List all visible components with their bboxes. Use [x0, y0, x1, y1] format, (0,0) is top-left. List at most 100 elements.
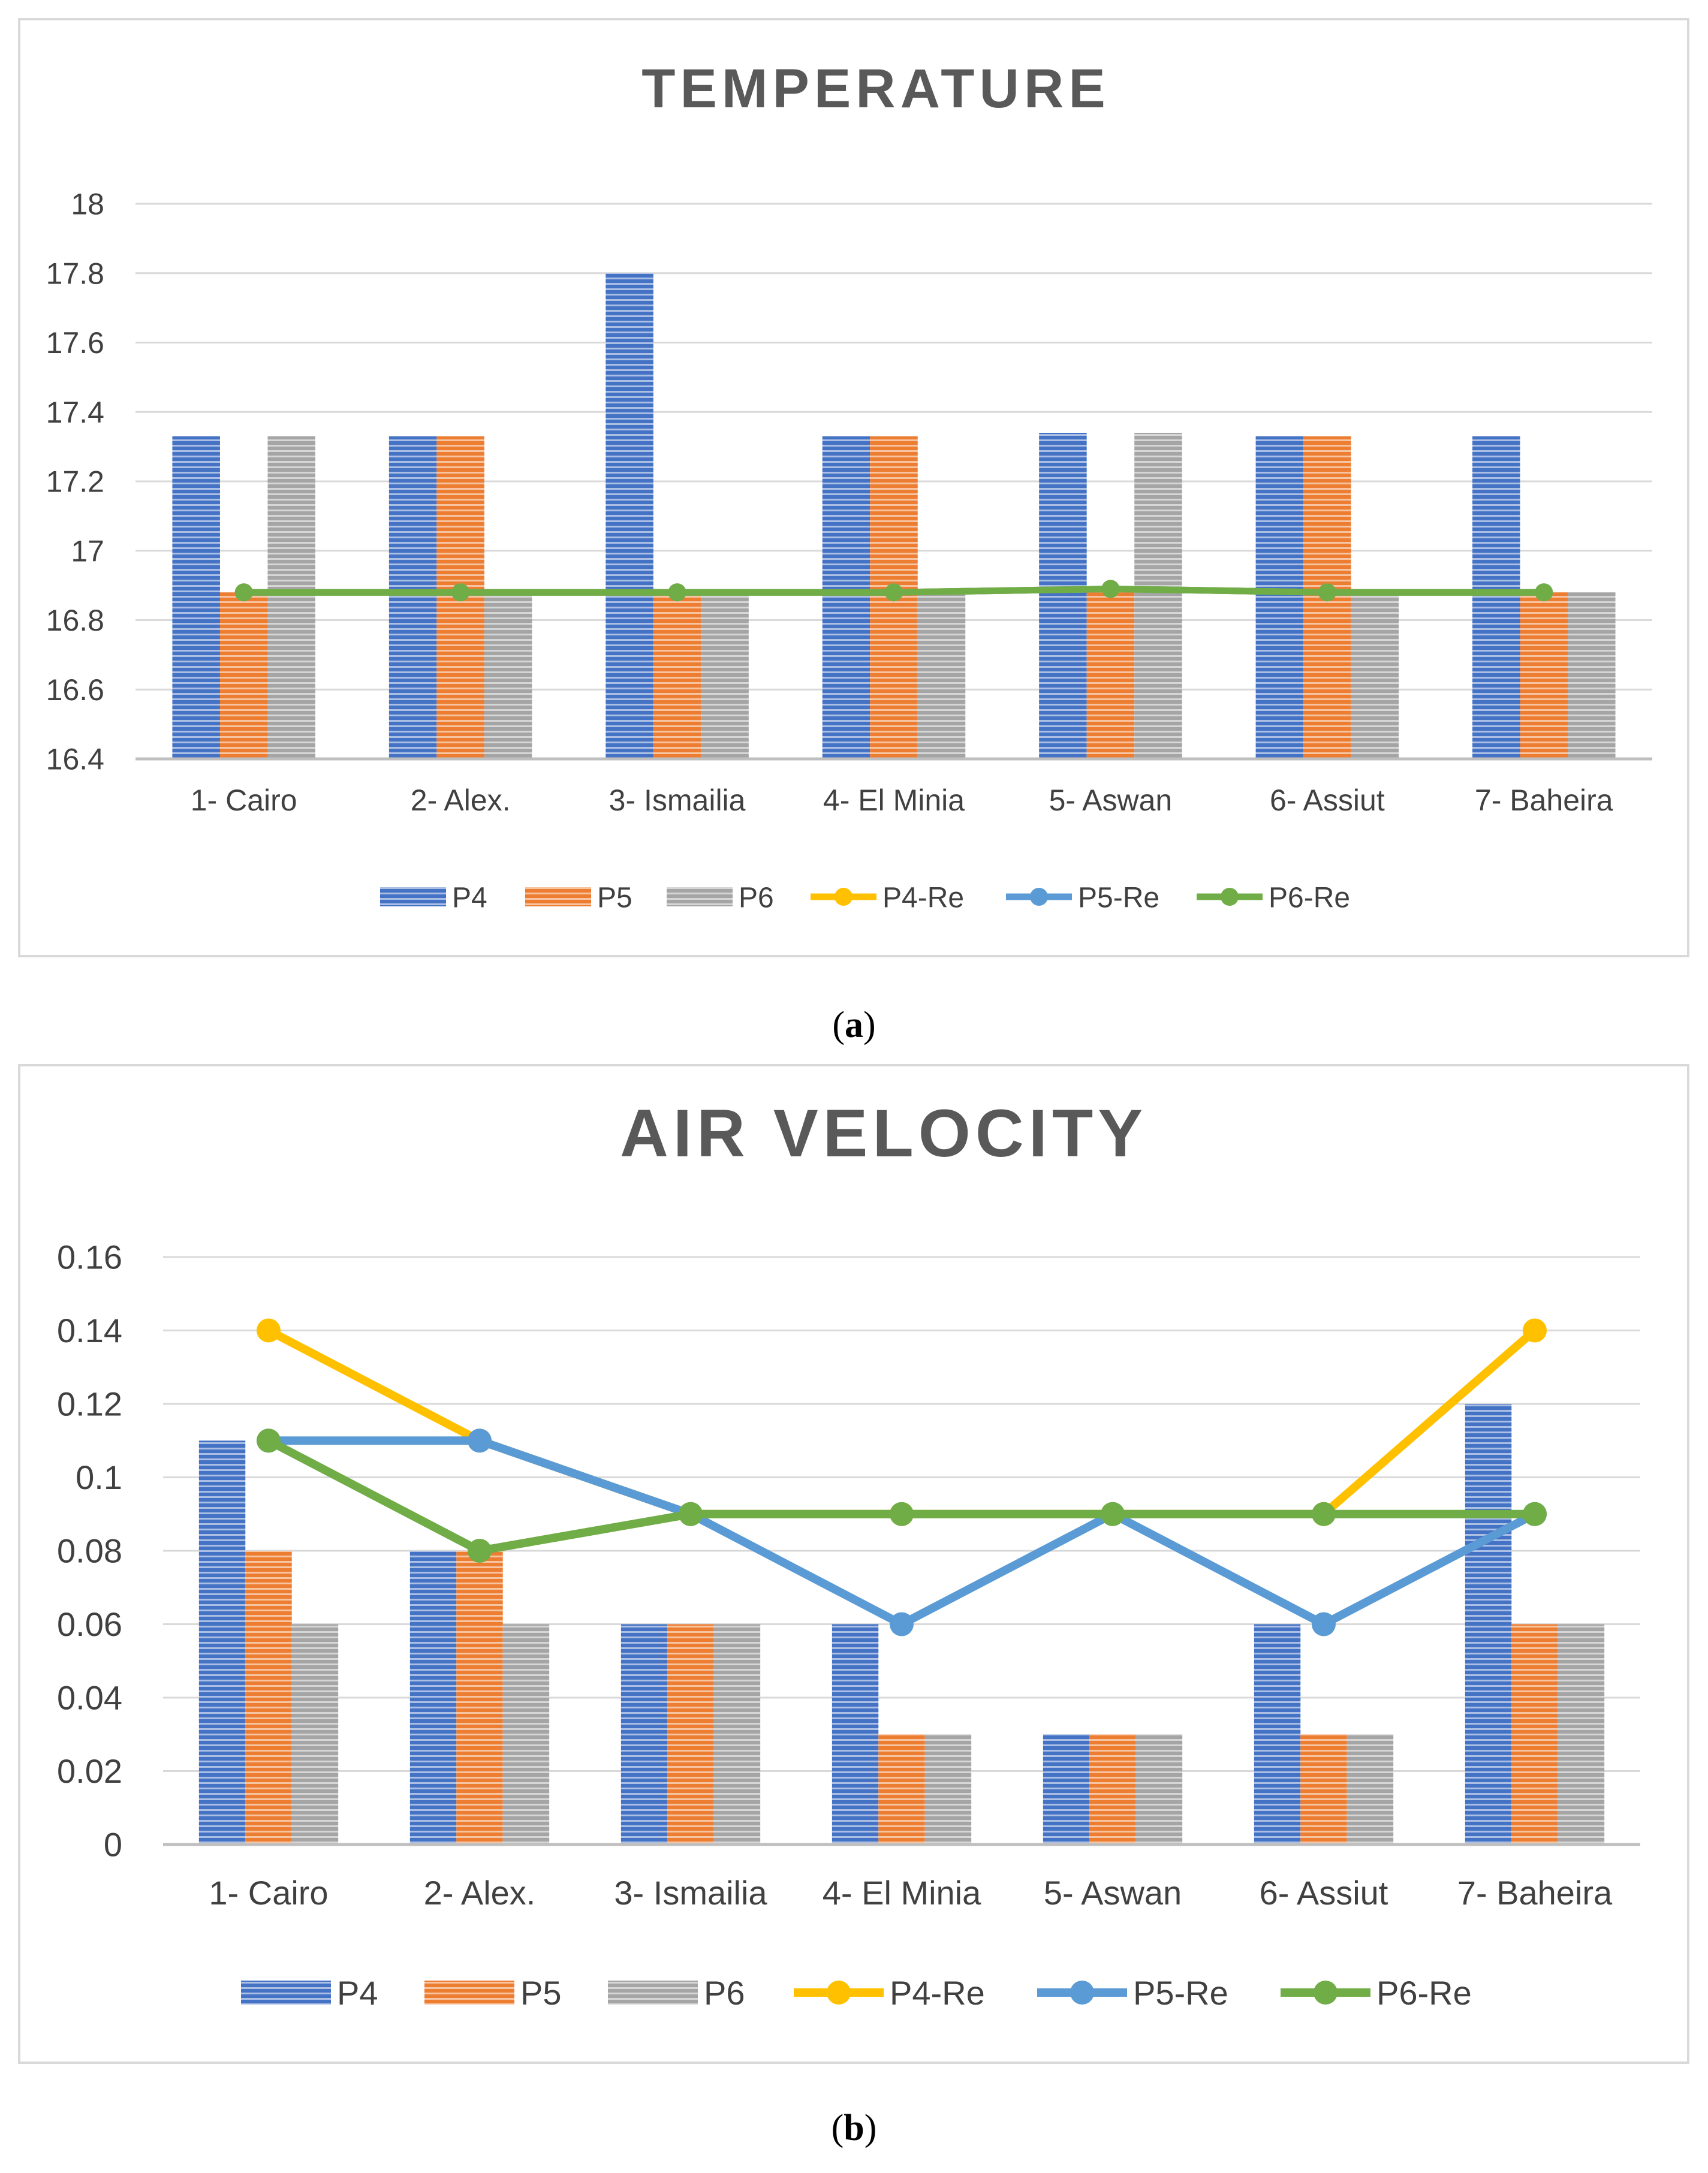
- y-tick-label: 0.06: [57, 1605, 122, 1643]
- marker-p5-re-4: [890, 1612, 914, 1636]
- legend-label-p6-re: P6-Re: [1269, 882, 1350, 914]
- x-category-label: 5- Aswan: [1049, 783, 1173, 817]
- caption-b-letter: b: [844, 2108, 864, 2148]
- y-tick-label: 17.8: [46, 257, 104, 290]
- x-category-label: 7- Baheira: [1475, 783, 1613, 817]
- bar-p6-1: [291, 1624, 339, 1845]
- y-tick-label: 17.6: [46, 326, 104, 360]
- bar-p4-5: [1043, 1734, 1090, 1845]
- marker-p5-re-6: [1312, 1612, 1336, 1636]
- y-tick-label: 17.4: [46, 396, 104, 429]
- legend-swatch-p4: [380, 887, 446, 906]
- x-category-label: 4- El Minia: [823, 783, 965, 817]
- legend-marker-p6-re: [1314, 1981, 1338, 2005]
- x-category-label: 1- Cairo: [191, 783, 297, 817]
- x-category-label: 4- El Minia: [823, 1874, 981, 1912]
- legend-marker-p6-re: [1221, 888, 1239, 906]
- chart-title: TEMPERATURE: [641, 58, 1110, 119]
- caption-a-letter: a: [845, 1005, 863, 1045]
- bar-p5-4: [878, 1734, 925, 1845]
- marker-p6-re-5: [1101, 1502, 1125, 1526]
- y-tick-label: 0: [104, 1826, 122, 1864]
- marker-p6-re-4: [885, 583, 903, 602]
- bar-p5-5: [1086, 592, 1135, 759]
- bar-p6-2: [502, 1624, 550, 1845]
- bar-p4-4: [832, 1624, 879, 1845]
- air-velocity-chart-panel: AIR VELOCITY 0 0.02 0.04 0.06 0.08 0.1 0.12 0.14…: [18, 1064, 1689, 2064]
- marker-p6-re-1: [234, 583, 253, 602]
- x-category-label: 2- Alex.: [424, 1874, 536, 1912]
- bar-p4-2: [409, 1551, 457, 1845]
- marker-p6-re-4: [890, 1502, 914, 1526]
- bar-p6-5: [1135, 1734, 1183, 1845]
- bar-p5-3: [667, 1624, 714, 1845]
- bar-p6-4: [924, 1734, 972, 1845]
- marker-p6-re-7: [1523, 1502, 1547, 1526]
- caption-b: (b): [831, 2108, 877, 2148]
- marker-p6-re-6: [1312, 1502, 1336, 1526]
- legend-swatch-p5: [424, 1981, 514, 2005]
- bar-p6-3: [713, 1624, 761, 1845]
- bar-p6-6: [1351, 592, 1399, 759]
- chart-title: AIR VELOCITY: [620, 1096, 1147, 1171]
- y-tick-label: 18: [71, 188, 104, 221]
- x-category-label: 6- Assiut: [1270, 783, 1385, 817]
- legend-label-p5-re: P5-Re: [1078, 882, 1159, 914]
- marker-p6-re-3: [668, 583, 686, 602]
- legend-swatch-p6: [667, 887, 733, 906]
- legend-label-p6: P6: [704, 1974, 745, 2012]
- y-tick-label: 0.02: [57, 1752, 122, 1790]
- bar-p4-1: [198, 1440, 246, 1845]
- marker-p5-re-2: [468, 1428, 492, 1453]
- x-category-label: 1- Cairo: [209, 1874, 328, 1912]
- bar-p6-3: [701, 592, 749, 759]
- bar-p4-1: [172, 436, 220, 759]
- marker-p6-re-2: [468, 1539, 492, 1563]
- y-tick-label: 16.8: [46, 604, 104, 637]
- marker-p6-re-7: [1535, 583, 1553, 602]
- y-tick-label: 0.14: [57, 1312, 122, 1349]
- legend-label-p4: P4: [452, 882, 487, 914]
- x-category-label: 5- Aswan: [1044, 1874, 1182, 1912]
- x-category-label: 3- Ismailia: [609, 783, 746, 817]
- y-tick-label: 16.6: [46, 673, 104, 707]
- line-p4-re: [266, 1327, 1538, 1518]
- x-category-label: 7- Baheira: [1457, 1874, 1613, 1912]
- bar-p4-6: [1254, 1624, 1301, 1845]
- bar-p5-3: [653, 592, 701, 759]
- legend-label-p4-re: P4-Re: [882, 882, 964, 914]
- temperature-chart: TEMPERATURE 16.4 16.6 16.8 17 17.2 17.4 17.6 17.…: [46, 58, 1652, 914]
- bar-p4-3: [620, 1624, 668, 1845]
- legend-swatch-p4: [241, 1981, 331, 2005]
- y-tick-label: 0.04: [57, 1679, 122, 1717]
- y-tick-label: 0.1: [76, 1458, 122, 1496]
- temperature-chart-panel: TEMPERATURE 16.4 16.6 16.8 17 17.2 17.4 17.6 17.…: [18, 18, 1689, 957]
- bar-p6-1: [267, 436, 315, 759]
- x-category-label: 2- Alex.: [411, 783, 511, 817]
- caption-a: (a): [832, 1005, 876, 1045]
- marker-p6-re-5: [1101, 580, 1120, 598]
- bar-p4-5: [1039, 432, 1087, 759]
- bar-p5-1: [219, 592, 268, 759]
- y-tick-label: 0.08: [57, 1532, 122, 1570]
- x-category-label: 6- Assiut: [1260, 1874, 1388, 1912]
- legend-swatch-p5: [525, 887, 591, 906]
- bar-p5-2: [456, 1551, 503, 1845]
- marker-p6-re-1: [257, 1428, 281, 1453]
- bar-p4-6: [1255, 436, 1304, 759]
- bar-p5-5: [1089, 1734, 1136, 1845]
- bar-p5-7: [1520, 592, 1568, 759]
- bar-p6-5: [1134, 432, 1182, 759]
- y-tick-label: 17.2: [46, 465, 104, 499]
- bar-p4-7: [1465, 1404, 1512, 1845]
- marker-p4-re-7: [1523, 1318, 1547, 1343]
- legend-marker-p4-re: [835, 888, 853, 906]
- legend-marker-p4-re: [827, 1981, 851, 2005]
- legend-label-p5: P5: [520, 1974, 562, 2012]
- bar-p6-2: [484, 592, 532, 759]
- legend-label-p4-re: P4-Re: [890, 1974, 985, 2012]
- legend-label-p5-re: P5-Re: [1133, 1974, 1228, 2012]
- y-tick-label: 0.16: [57, 1238, 122, 1276]
- bar-p6-4: [917, 592, 966, 759]
- bar-p5-1: [245, 1551, 292, 1845]
